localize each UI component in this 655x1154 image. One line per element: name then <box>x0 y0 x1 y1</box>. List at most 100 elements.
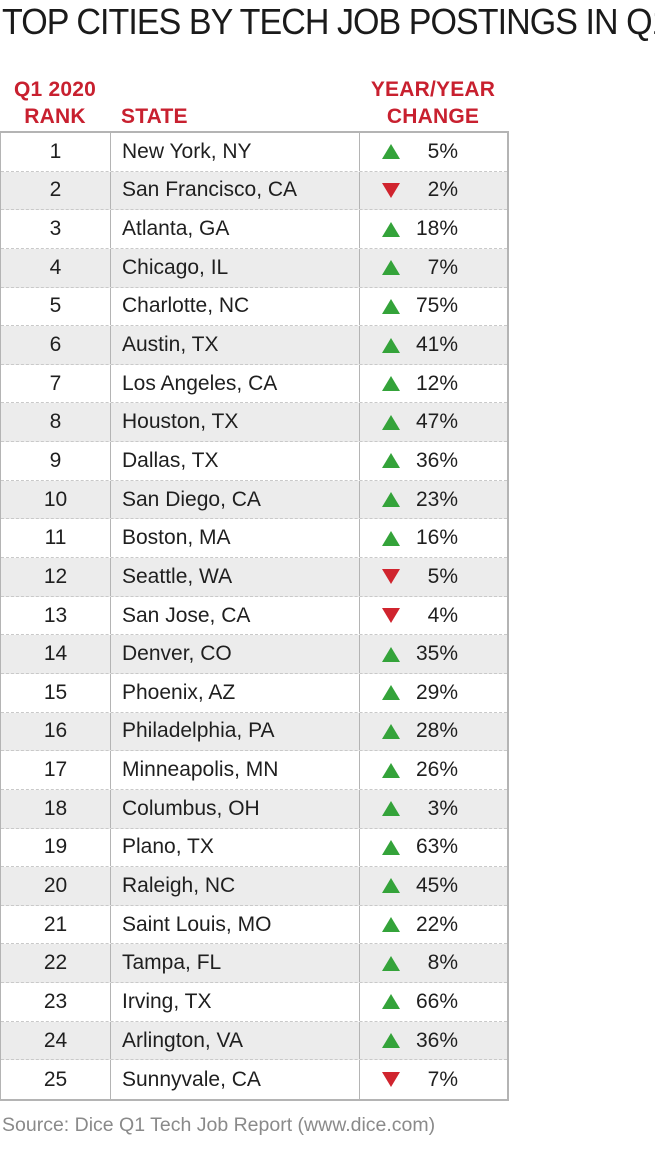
rank-cell: 25 <box>1 1060 111 1100</box>
down-arrow-icon <box>382 1072 400 1088</box>
up-arrow-icon <box>382 955 400 971</box>
change-value: 63% <box>415 835 458 859</box>
change-cell: 35% <box>360 635 507 673</box>
city-cell: Arlington, VA <box>111 1021 360 1060</box>
change-cell: 29% <box>360 674 507 712</box>
table-row: 20 Raleigh, NC 45% <box>1 867 507 906</box>
chart-title: TOP CITIES BY TECH JOB POSTINGS IN Q1 <box>2 1 655 42</box>
table-row: 14 Denver, CO 35% <box>1 635 507 674</box>
table-row: 3 Atlanta, GA 18% <box>1 210 507 249</box>
city-cell: San Francisco, CA <box>111 171 360 210</box>
change-cell: 5% <box>360 133 507 171</box>
change-value: 16% <box>415 526 458 550</box>
city-cell: San Jose, CA <box>111 596 360 635</box>
change-cell: 45% <box>360 867 507 905</box>
up-arrow-icon <box>382 878 400 894</box>
change-cell: 18% <box>360 210 507 248</box>
rank-header-line2: RANK <box>24 105 86 128</box>
rank-cell: 1 <box>1 133 111 171</box>
up-arrow-icon <box>382 1033 400 1049</box>
change-value: 12% <box>415 371 458 395</box>
city-cell: Atlanta, GA <box>111 210 360 248</box>
city-cell: New York, NY <box>111 133 360 171</box>
city-cell: Los Angeles, CA <box>111 364 360 403</box>
rank-cell: 24 <box>1 1021 111 1060</box>
city-cell: Charlotte, NC <box>111 287 360 326</box>
table-row: 18 Columbus, OH 3% <box>1 789 507 829</box>
up-arrow-icon <box>382 492 400 508</box>
rank-cell: 4 <box>1 248 111 287</box>
change-cell: 16% <box>360 519 507 557</box>
change-cell: 41% <box>360 326 507 364</box>
city-cell: Houston, TX <box>111 403 360 442</box>
table-row: 23 Irving, TX 66% <box>1 983 507 1022</box>
city-cell: Denver, CO <box>111 635 360 673</box>
up-arrow-icon <box>382 298 400 314</box>
change-value: 26% <box>415 758 458 782</box>
change-value: 29% <box>415 680 458 704</box>
city-cell: Tampa, FL <box>111 944 360 983</box>
rank-cell: 3 <box>1 210 111 248</box>
change-cell: 28% <box>360 713 507 751</box>
city-cell: Austin, TX <box>111 326 360 364</box>
table-row: 6 Austin, TX 41% <box>1 326 507 365</box>
city-cell: Irving, TX <box>111 983 360 1021</box>
change-value: 4% <box>427 603 458 627</box>
down-arrow-icon <box>382 569 400 585</box>
city-cell: Saint Louis, MO <box>111 905 360 944</box>
rank-cell: 14 <box>1 635 111 673</box>
change-value: 8% <box>427 951 458 975</box>
rank-cell: 20 <box>1 867 111 905</box>
change-value: 35% <box>415 642 458 666</box>
up-arrow-icon <box>382 530 400 546</box>
rank-cell: 2 <box>1 171 111 210</box>
change-value: 47% <box>415 410 458 434</box>
change-value: 36% <box>415 1028 458 1052</box>
table-row: 4 Chicago, IL 7% <box>1 248 507 288</box>
change-value: 66% <box>415 989 458 1013</box>
city-cell: Philadelphia, PA <box>111 712 360 751</box>
table-row: 25 Sunnyvale, CA 7% <box>1 1060 507 1100</box>
table-row: 21 Saint Louis, MO 22% <box>1 905 507 945</box>
change-value: 28% <box>415 719 458 743</box>
state-column-header: STATE <box>121 105 188 128</box>
city-cell: Seattle, WA <box>111 558 360 596</box>
rank-cell: 11 <box>1 519 111 558</box>
change-cell: 3% <box>360 790 507 828</box>
table-row: 10 San Diego, CA 23% <box>1 480 507 520</box>
table-row: 12 Seattle, WA 5% <box>1 558 507 597</box>
change-value: 5% <box>427 564 458 588</box>
rank-cell: 6 <box>1 326 111 364</box>
table-row: 2 San Francisco, CA 2% <box>1 171 507 211</box>
table-row: 22 Tampa, FL 8% <box>1 944 507 984</box>
up-arrow-icon <box>382 801 400 817</box>
city-cell: San Diego, CA <box>111 480 360 519</box>
change-cell: 75% <box>360 288 507 326</box>
change-value: 3% <box>427 796 458 820</box>
change-header-line2: CHANGE <box>386 105 480 128</box>
change-value: 2% <box>427 178 458 202</box>
rank-cell: 7 <box>1 364 111 403</box>
change-cell: 2% <box>360 172 507 210</box>
change-value: 41% <box>415 333 458 357</box>
city-cell: Columbus, OH <box>111 789 360 828</box>
rank-column-header: Q1 2020 RANK <box>0 76 110 130</box>
down-arrow-icon <box>382 608 400 623</box>
rank-cell: 15 <box>1 673 111 712</box>
table-row: 9 Dallas, TX 36% <box>1 442 507 481</box>
change-value: 36% <box>415 448 458 472</box>
rank-cell: 19 <box>1 828 111 867</box>
table-row: 13 San Jose, CA 4% <box>1 596 507 636</box>
up-arrow-icon <box>382 260 400 276</box>
rank-cell: 13 <box>1 596 111 635</box>
up-arrow-icon <box>382 144 400 160</box>
up-arrow-icon <box>382 337 400 353</box>
up-arrow-icon <box>382 723 400 739</box>
change-cell: 23% <box>360 481 507 519</box>
up-arrow-icon <box>382 762 400 778</box>
rank-cell: 8 <box>1 403 111 442</box>
change-cell: 7% <box>360 1060 507 1099</box>
change-cell: 26% <box>360 751 507 789</box>
change-cell: 22% <box>360 906 507 944</box>
up-arrow-icon <box>382 917 400 933</box>
